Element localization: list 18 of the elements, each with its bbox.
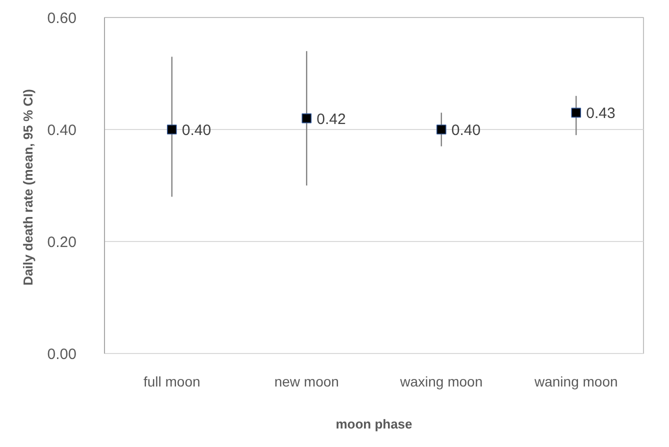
point [571, 108, 582, 118]
x-tick-label: full moon [143, 374, 200, 390]
x-axis-title: moon phase [336, 416, 412, 432]
x-tick-label: waning moon [533, 374, 618, 390]
x-tick-label: waxing moon [399, 374, 483, 390]
point [302, 113, 312, 124]
y-tick-label: 0.60 [47, 10, 77, 27]
data-label: 0.42 [316, 110, 346, 128]
point [166, 124, 177, 134]
point [436, 124, 446, 134]
y-axis-title: Daily death rate (mean, 95 % CI) [20, 89, 36, 286]
x-tick-label: new moon [274, 374, 339, 390]
y-tick-label: 0.20 [47, 234, 77, 251]
data-label: 0.40 [451, 122, 481, 139]
data-label: 0.43 [586, 105, 616, 122]
data-label: 0.40 [182, 122, 212, 139]
y-tick-label: 0.40 [47, 122, 77, 139]
y-tick-label: 0.00 [47, 346, 77, 363]
